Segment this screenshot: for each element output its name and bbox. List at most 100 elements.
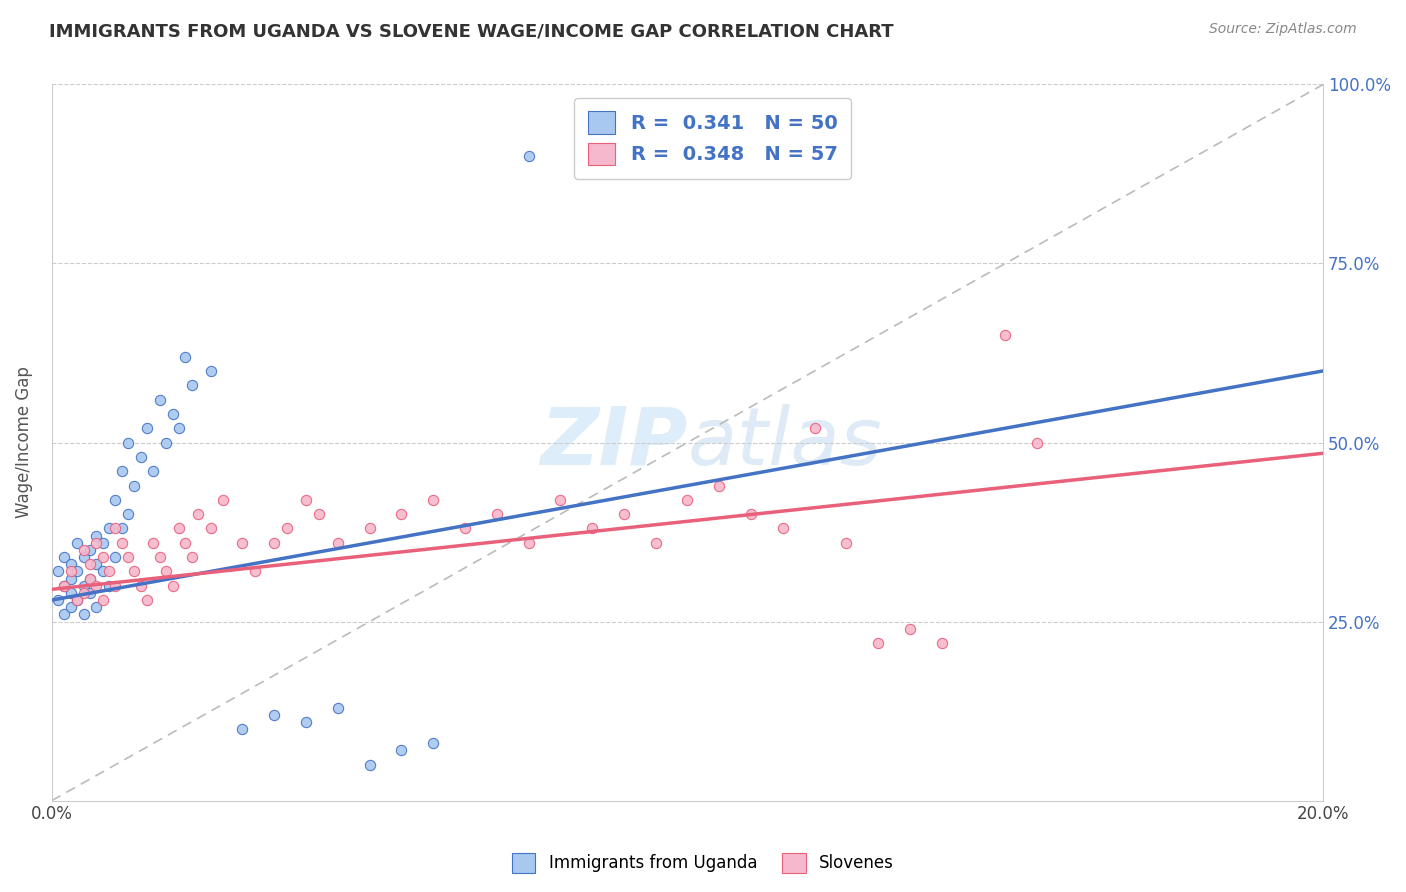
Point xyxy=(613,507,636,521)
Point xyxy=(454,521,477,535)
Point xyxy=(868,636,890,650)
Point xyxy=(53,579,76,593)
Point xyxy=(295,492,318,507)
Point xyxy=(124,478,146,492)
Legend: Immigrants from Uganda, Slovenes: Immigrants from Uganda, Slovenes xyxy=(506,847,900,880)
Point xyxy=(326,700,349,714)
Point xyxy=(104,492,127,507)
Point xyxy=(84,600,107,615)
Point xyxy=(66,565,89,579)
Point xyxy=(111,536,134,550)
Point xyxy=(111,464,134,478)
Point xyxy=(772,521,794,535)
Point xyxy=(72,550,94,565)
Point xyxy=(149,550,172,565)
Point xyxy=(422,736,444,750)
Point xyxy=(835,536,858,550)
Point xyxy=(59,600,82,615)
Point xyxy=(200,521,222,535)
Point xyxy=(72,607,94,622)
Point xyxy=(263,707,285,722)
Point xyxy=(84,558,107,572)
Point xyxy=(79,558,101,572)
Point xyxy=(200,364,222,378)
Point xyxy=(136,593,159,607)
Point xyxy=(104,579,127,593)
Point xyxy=(803,421,825,435)
Point xyxy=(231,722,253,736)
Point xyxy=(104,521,127,535)
Y-axis label: Wage/Income Gap: Wage/Income Gap xyxy=(15,367,32,518)
Point xyxy=(136,421,159,435)
Point xyxy=(129,579,152,593)
Point xyxy=(59,565,82,579)
Point xyxy=(149,392,172,407)
Point xyxy=(91,536,114,550)
Point xyxy=(931,636,953,650)
Point xyxy=(550,492,572,507)
Point xyxy=(117,507,139,521)
Point xyxy=(142,536,165,550)
Point xyxy=(79,586,101,600)
Point xyxy=(79,572,101,586)
Point xyxy=(517,536,540,550)
Point xyxy=(167,521,190,535)
Point xyxy=(66,536,89,550)
Point xyxy=(66,593,89,607)
Legend: R =  0.341   N = 50, R =  0.348   N = 57: R = 0.341 N = 50, R = 0.348 N = 57 xyxy=(575,98,851,178)
Text: Source: ZipAtlas.com: Source: ZipAtlas.com xyxy=(1209,22,1357,37)
Point xyxy=(111,521,134,535)
Point xyxy=(422,492,444,507)
Point xyxy=(91,550,114,565)
Point xyxy=(129,450,152,464)
Point xyxy=(1026,435,1049,450)
Point xyxy=(79,543,101,558)
Point xyxy=(295,714,318,729)
Point xyxy=(174,350,197,364)
Point xyxy=(53,579,76,593)
Point xyxy=(276,521,298,535)
Point xyxy=(117,550,139,565)
Point xyxy=(97,521,120,535)
Point xyxy=(740,507,762,521)
Point xyxy=(53,550,76,565)
Point xyxy=(142,464,165,478)
Point xyxy=(91,593,114,607)
Point xyxy=(84,536,107,550)
Point xyxy=(117,435,139,450)
Point xyxy=(84,528,107,542)
Point xyxy=(676,492,699,507)
Point xyxy=(389,507,412,521)
Point xyxy=(180,550,202,565)
Point xyxy=(46,565,69,579)
Point xyxy=(359,521,381,535)
Point xyxy=(180,378,202,392)
Point xyxy=(517,149,540,163)
Point xyxy=(994,328,1017,343)
Point xyxy=(155,565,177,579)
Point xyxy=(59,558,82,572)
Point xyxy=(59,586,82,600)
Point xyxy=(212,492,235,507)
Point xyxy=(167,421,190,435)
Point xyxy=(91,565,114,579)
Point xyxy=(79,572,101,586)
Point xyxy=(162,579,184,593)
Point xyxy=(124,565,146,579)
Point xyxy=(644,536,666,550)
Point xyxy=(72,543,94,558)
Point xyxy=(59,572,82,586)
Point xyxy=(162,407,184,421)
Point xyxy=(72,586,94,600)
Point xyxy=(84,579,107,593)
Point xyxy=(155,435,177,450)
Point xyxy=(53,607,76,622)
Point xyxy=(243,565,266,579)
Point xyxy=(187,507,209,521)
Point xyxy=(104,550,127,565)
Point xyxy=(326,536,349,550)
Point xyxy=(389,743,412,757)
Point xyxy=(263,536,285,550)
Point xyxy=(308,507,330,521)
Text: atlas: atlas xyxy=(688,403,882,482)
